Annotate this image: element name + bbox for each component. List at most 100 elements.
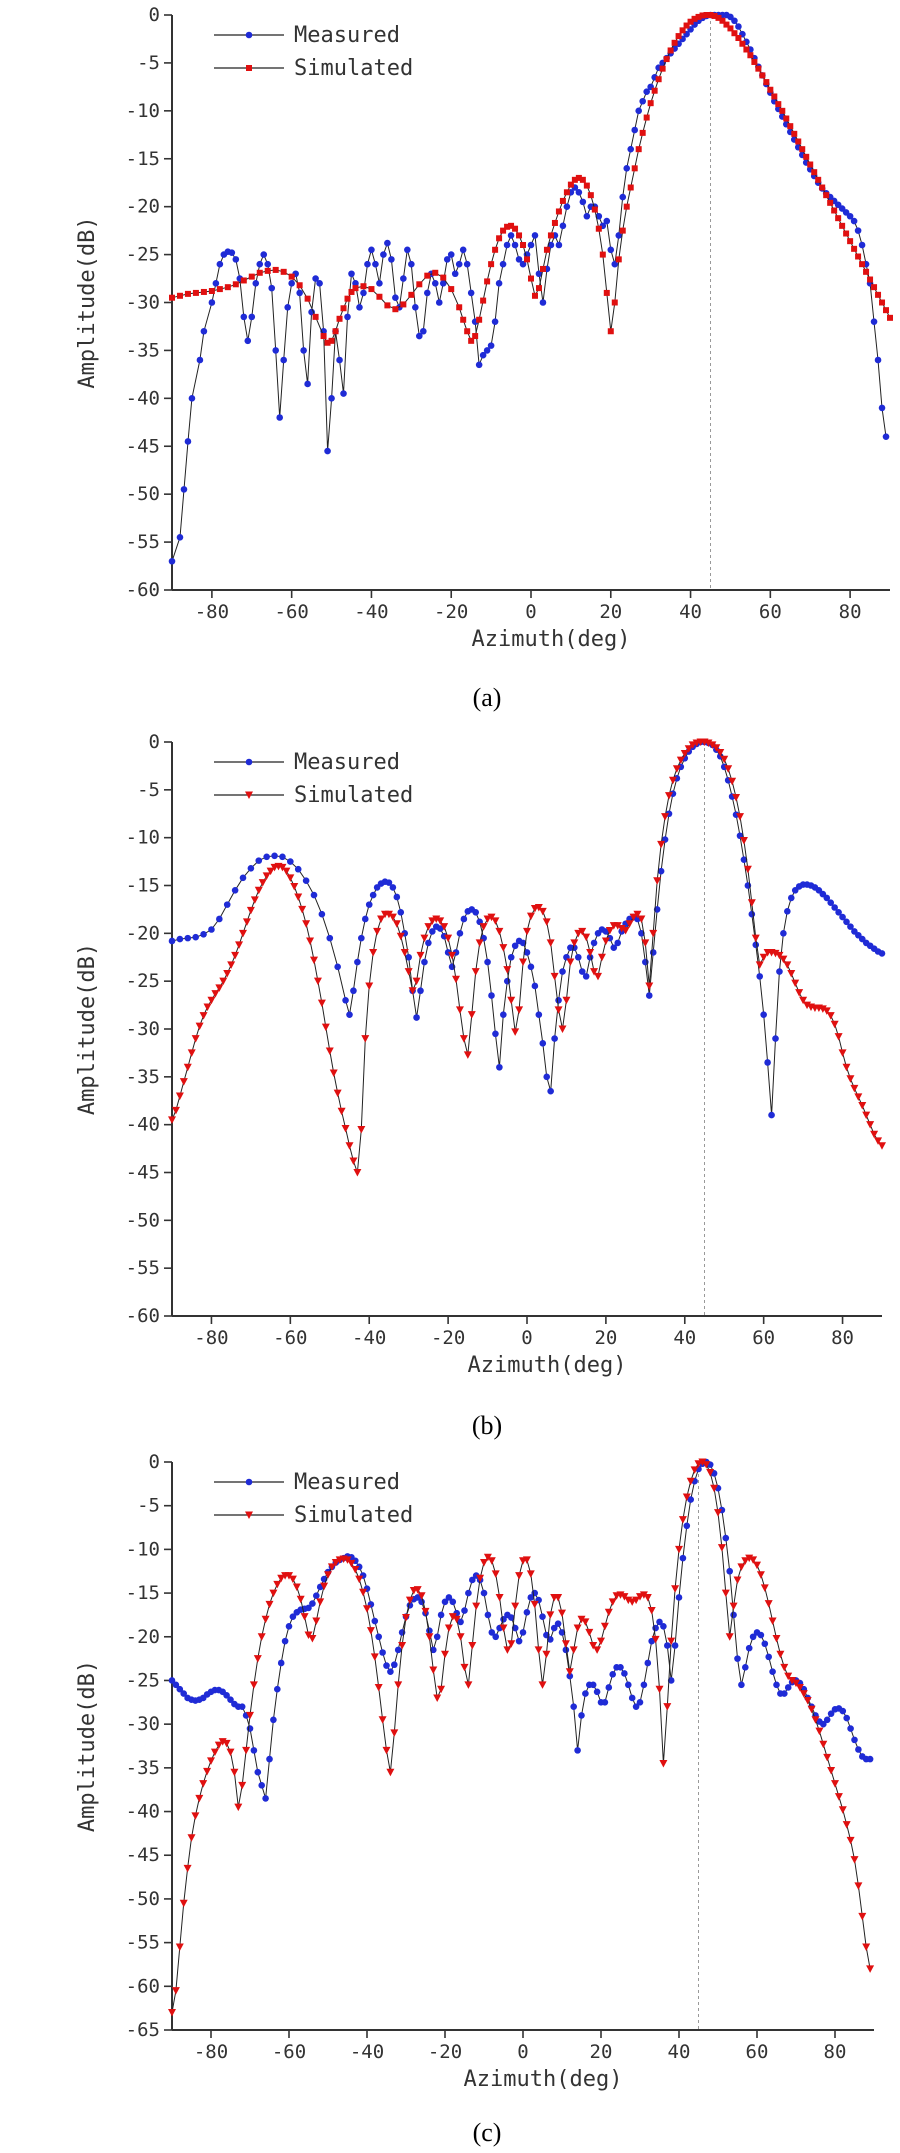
- data-point-measured: [851, 1736, 858, 1744]
- data-point-measured: [447, 251, 455, 258]
- data-point-measured: [356, 303, 363, 311]
- data-point-measured: [184, 438, 192, 445]
- data-point-simulated: [724, 765, 733, 773]
- data-point-simulated: [191, 1812, 200, 1820]
- data-point-simulated: [866, 1121, 875, 1129]
- data-point-measured: [389, 884, 397, 891]
- y-tick-label: -55: [126, 1932, 160, 1954]
- data-point-measured: [492, 1030, 499, 1038]
- data-point-measured: [408, 260, 415, 268]
- data-point-simulated: [333, 1089, 342, 1098]
- data-point-simulated: [413, 1586, 422, 1594]
- data-point-measured: [276, 414, 284, 421]
- data-point-simulated: [854, 1882, 863, 1890]
- data-point-measured: [484, 958, 491, 966]
- data-point-simulated: [795, 138, 802, 145]
- x-tick-label: 0: [521, 1327, 532, 1349]
- data-point-measured: [874, 356, 882, 364]
- data-point-simulated: [883, 307, 890, 314]
- data-point-measured: [361, 915, 369, 923]
- data-point-simulated: [639, 129, 646, 136]
- y-tick-label: -35: [126, 1066, 160, 1088]
- data-point-measured: [426, 1627, 433, 1634]
- data-point-simulated: [366, 1627, 375, 1635]
- data-point-simulated: [672, 765, 681, 773]
- data-point-simulated: [499, 944, 508, 952]
- x-axis-title: Azimuth(deg): [464, 2067, 623, 2092]
- data-point-simulated: [875, 291, 882, 298]
- data-point-measured: [246, 1725, 254, 1732]
- data-point-simulated: [776, 1650, 785, 1659]
- data-point-simulated: [288, 273, 295, 280]
- data-point-simulated: [440, 923, 449, 931]
- data-point-measured: [614, 939, 622, 947]
- data-point-simulated: [787, 123, 794, 130]
- data-point-measured: [318, 910, 326, 918]
- data-point-simulated: [227, 961, 236, 969]
- data-point-measured: [582, 1690, 589, 1697]
- data-point-measured: [360, 289, 367, 297]
- data-point-measured: [281, 1637, 289, 1645]
- data-point-simulated: [803, 1697, 812, 1705]
- data-point-measured: [515, 1637, 523, 1645]
- data-point-simulated: [643, 1593, 652, 1602]
- data-point-measured: [850, 217, 858, 225]
- data-point-simulated: [424, 923, 433, 931]
- data-point-simulated: [320, 1582, 329, 1591]
- data-point-measured: [244, 337, 252, 345]
- data-point-measured: [495, 280, 503, 287]
- data-point-simulated: [779, 955, 788, 964]
- data-point-simulated: [667, 47, 674, 54]
- data-point-measured: [784, 1684, 792, 1691]
- data-point-simulated: [590, 968, 599, 976]
- data-point-simulated: [608, 1598, 617, 1606]
- data-point-simulated: [273, 1580, 282, 1589]
- data-point-simulated: [714, 1509, 722, 1517]
- data-point-measured: [279, 853, 286, 861]
- data-point-measured: [228, 249, 236, 256]
- data-point-simulated: [719, 17, 726, 24]
- data-point-measured: [334, 963, 341, 971]
- data-point-measured: [839, 913, 846, 921]
- data-point-measured: [287, 858, 294, 865]
- data-point-simulated: [715, 14, 722, 21]
- data-point-simulated: [866, 1965, 875, 1973]
- data-point-simulated: [675, 1545, 683, 1554]
- data-point-simulated: [175, 1943, 184, 1951]
- data-point-measured: [180, 1690, 187, 1697]
- y-tick-label: -45: [126, 1162, 160, 1184]
- data-point-simulated: [242, 918, 251, 926]
- data-point-simulated: [680, 749, 689, 758]
- data-point-simulated: [831, 207, 838, 214]
- data-point-simulated: [369, 948, 378, 957]
- data-point-simulated: [488, 261, 495, 268]
- data-point-measured: [271, 852, 278, 860]
- data-point-simulated: [823, 192, 830, 199]
- data-point-simulated: [200, 288, 207, 295]
- data-point-measured: [391, 1661, 398, 1669]
- data-point-simulated: [526, 1570, 535, 1578]
- series-measured: [168, 11, 890, 565]
- data-point-measured: [756, 973, 764, 980]
- x-tick-label: -80: [195, 601, 229, 623]
- data-point-simulated: [582, 933, 591, 942]
- y-tick-label: -35: [126, 1757, 160, 1779]
- data-point-measured: [268, 284, 276, 292]
- data-point-simulated: [511, 1602, 520, 1611]
- data-point-simulated: [547, 232, 554, 239]
- data-point-simulated: [783, 115, 790, 122]
- data-point-simulated: [306, 937, 315, 945]
- data-point-simulated: [444, 1624, 453, 1633]
- data-point-simulated: [751, 58, 758, 65]
- data-point-measured: [288, 280, 295, 287]
- x-tick-label: 0: [517, 2041, 528, 2063]
- data-point-simulated: [327, 1563, 336, 1571]
- data-point-simulated: [392, 920, 401, 928]
- data-point-measured: [423, 289, 431, 297]
- data-point-simulated: [605, 926, 614, 935]
- data-point-measured: [392, 294, 399, 302]
- data-point-simulated: [643, 114, 650, 121]
- data-point-simulated: [621, 926, 630, 935]
- data-point-measured: [675, 1594, 683, 1601]
- data-point-simulated: [562, 996, 571, 1005]
